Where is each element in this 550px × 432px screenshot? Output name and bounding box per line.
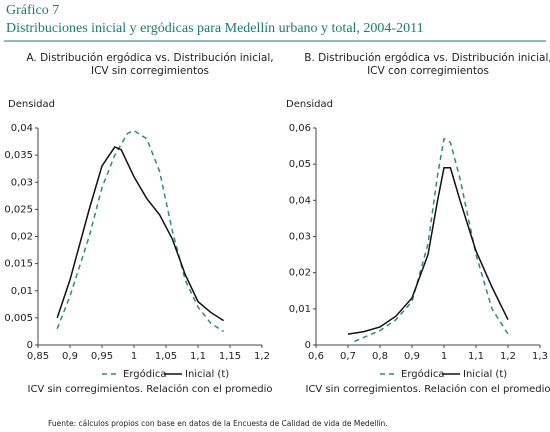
x-tick-label: 0,9 (62, 351, 78, 362)
density-line (347, 167, 509, 335)
y-tick-label: 0,015 (4, 259, 33, 270)
x-tick-label: 1,2 (500, 351, 516, 362)
y-tick-label: 0,04 (289, 195, 311, 206)
density-line (354, 137, 509, 343)
x-tick-label: 1,2 (254, 351, 270, 362)
y-tick-label: 0,035 (4, 150, 33, 161)
y-tick-label: 0,01 (289, 304, 311, 315)
y-tick-label: 0,005 (4, 313, 33, 324)
x-tick-label: 0,95 (91, 351, 113, 362)
y-axis-label: Densidad (286, 99, 333, 110)
panel-title: B. Distribución ergódica vs. Distribució… (304, 52, 550, 64)
legend-label: Ergódica (123, 368, 166, 380)
y-tick-label: 0,02 (289, 268, 311, 279)
x-tick-label: 1,1 (468, 351, 484, 362)
x-tick-label: 0,9 (404, 351, 420, 362)
y-tick-label: 0,04 (11, 123, 33, 134)
source-note: Fuente: cálculos propios con base en dat… (48, 419, 388, 428)
x-tick-label: 0,7 (340, 351, 356, 362)
x-tick-label: 0,8 (372, 351, 388, 362)
y-tick-label: 0,03 (11, 177, 33, 188)
y-tick-label: 0,05 (289, 159, 311, 170)
x-tick-label: 1 (131, 351, 137, 362)
x-tick-label: 1 (441, 351, 447, 362)
figure-title: Distribuciones inicial y ergódicas para … (6, 21, 424, 36)
y-tick-label: 0,02 (11, 232, 33, 243)
x-tick-label: 1,1 (190, 351, 206, 362)
x-tick-label: 1,05 (155, 351, 177, 362)
figure-label: Gráfico 7 (6, 3, 59, 18)
x-tick-label: 1,3 (532, 351, 548, 362)
y-axis-label: Densidad (8, 99, 55, 110)
legend-label: Inicial (t) (463, 369, 507, 380)
y-tick-label: 0,06 (289, 123, 311, 134)
x-axis-label: ICV sin corregimientos. Relación con el … (28, 383, 273, 395)
y-tick-label: 0,025 (4, 204, 33, 215)
density-line (56, 146, 225, 322)
x-axis-label: ICV sin corregimientos. Relación con el … (306, 383, 550, 395)
y-tick-label: 0,03 (289, 232, 311, 243)
y-tick-label: 0 (305, 340, 311, 351)
panel-title: A. Distribución ergódica vs. Distribució… (26, 52, 273, 64)
y-tick-label: 0 (27, 340, 33, 351)
x-tick-label: 0,6 (308, 351, 324, 362)
panel-title: ICV con corregimientos (367, 65, 489, 77)
y-tick-label: 0,01 (11, 286, 33, 297)
x-tick-label: 1,15 (219, 351, 241, 362)
x-tick-label: 0,85 (27, 351, 49, 362)
panel-title: ICV sin corregimientos (91, 65, 209, 77)
legend-label: Inicial (t) (185, 369, 229, 380)
legend-label: Ergódica (401, 368, 444, 380)
